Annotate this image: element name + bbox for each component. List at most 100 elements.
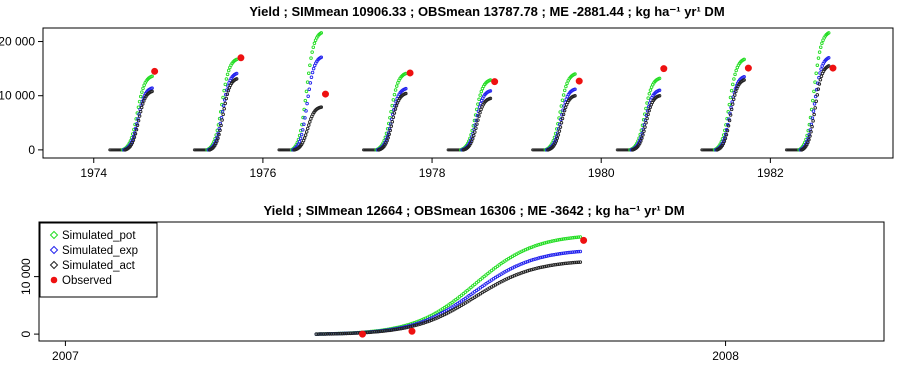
simulated-exp-point [554, 252, 558, 257]
simulated-exp-point [573, 87, 577, 91]
simulated-exp-point [538, 255, 543, 260]
simulated-act-point [537, 266, 541, 270]
simulated-exp-point [297, 139, 302, 144]
simulated-exp-point [136, 117, 140, 121]
simulated-act-point [477, 114, 481, 118]
simulated-pot-point [542, 241, 547, 245]
observed-point [237, 54, 245, 62]
simulated-pot-point [727, 102, 732, 107]
observed-point [408, 327, 416, 335]
simulated-act-point [726, 123, 731, 128]
simulated-pot-point [471, 123, 476, 128]
simulated-exp-point [657, 88, 662, 93]
simulated-act-point [131, 138, 136, 142]
x-tick-label-1: 1982 [757, 166, 784, 180]
simulated-exp-point [319, 55, 324, 60]
simulated-act-point [348, 331, 352, 336]
simulated-act-point [645, 116, 649, 121]
simulated-pot-point [533, 244, 537, 248]
x-axis-2: 2007 2008 [52, 341, 739, 363]
simulated-pot-point [574, 235, 579, 240]
simulated-act-point [305, 126, 310, 131]
simulated-act-point [807, 137, 811, 142]
simulated-act-point [410, 324, 415, 328]
simulated-exp-point [234, 71, 239, 76]
simulated-act-point [382, 329, 386, 333]
legend-marker-simulated-pot [49, 230, 59, 240]
simulated-pot-point [479, 89, 484, 94]
simulated-pot-point [387, 121, 391, 126]
observed-point [829, 64, 837, 72]
simulated-exp-point [137, 112, 141, 116]
simulated-exp-point [307, 87, 312, 91]
simulated-exp-point [826, 56, 831, 60]
simulated-pot-point [569, 236, 573, 240]
simulated-pot-point [560, 98, 565, 102]
chart-title-1: Yield ; SIMmean 10906.33 ; OBSmean 13787… [249, 4, 724, 19]
simulated-act-point [563, 105, 568, 110]
simulated-exp-point [555, 252, 560, 256]
simulated-exp-point [552, 252, 556, 257]
simulated-pot-point [565, 236, 569, 241]
simulated-act-point [395, 327, 400, 331]
observed-point [744, 64, 752, 72]
simulated-act-point [391, 115, 396, 119]
simulated-act-point [365, 330, 369, 335]
simulated-pot-point [531, 244, 535, 249]
simulated-pot-point [733, 72, 737, 77]
simulated-act-point [420, 321, 424, 326]
simulated-exp-point [221, 103, 226, 108]
simulated-act-point [555, 136, 560, 140]
simulated-pot-point [573, 72, 577, 76]
chart-panel-1: Yield ; SIMmean 10906.33 ; OBSmean 13787… [0, 4, 894, 180]
simulated-act-point [314, 332, 319, 336]
simulated-act-point [559, 262, 564, 266]
observed-point [580, 236, 588, 244]
simulated-pot-point [225, 72, 230, 77]
simulated-act-point [335, 331, 339, 336]
simulated-act-point [423, 320, 428, 325]
simulated-exp-point [474, 118, 478, 123]
simulated-act-point [546, 264, 551, 268]
simulated-act-point [325, 332, 330, 336]
observed-point [358, 330, 366, 338]
simulated-exp-point [387, 126, 392, 131]
simulated-exp-point [150, 86, 154, 90]
simulated-act-point [470, 137, 475, 141]
simulated-act-point [320, 332, 324, 336]
simulated-act-point [731, 97, 736, 102]
simulated-pot-point [389, 109, 393, 114]
simulated-exp-point [475, 113, 480, 118]
simulated-act-point [728, 113, 733, 117]
simulated-act-point [217, 132, 221, 137]
simulated-exp-point [742, 74, 746, 79]
simulated-pot-point [561, 237, 566, 241]
legend-box [39, 222, 158, 298]
simulated-pot-point [808, 115, 813, 120]
simulated-act-point [548, 263, 552, 268]
simulated-act-point [742, 78, 746, 82]
simulated-act-point [425, 319, 430, 324]
simulated-act-point [811, 119, 815, 123]
simulated-pot-point [544, 240, 549, 245]
simulated-exp-point [560, 112, 564, 117]
simulated-pot-point [734, 68, 738, 73]
simulated-act-point [374, 329, 379, 334]
simulated-act-point [414, 323, 418, 327]
simulated-act-point [474, 126, 478, 130]
simulated-act-point [557, 262, 562, 266]
simulated-exp-point [299, 132, 304, 137]
simulated-pot-point [136, 105, 141, 109]
simulated-exp-point [527, 259, 532, 263]
simulated-act-point [388, 128, 392, 133]
simulated-act-point [560, 116, 565, 121]
simulated-pot-point [562, 88, 567, 93]
simulated-act-point [331, 332, 335, 336]
simulated-act-point [813, 106, 817, 110]
simulated-pot-point [732, 77, 736, 81]
simulated-pot-point [309, 56, 313, 60]
simulated-act-point [826, 64, 831, 68]
simulated-pot-point [812, 89, 816, 94]
simulated-act-point [339, 331, 343, 336]
simulated-pot-point [558, 110, 562, 114]
